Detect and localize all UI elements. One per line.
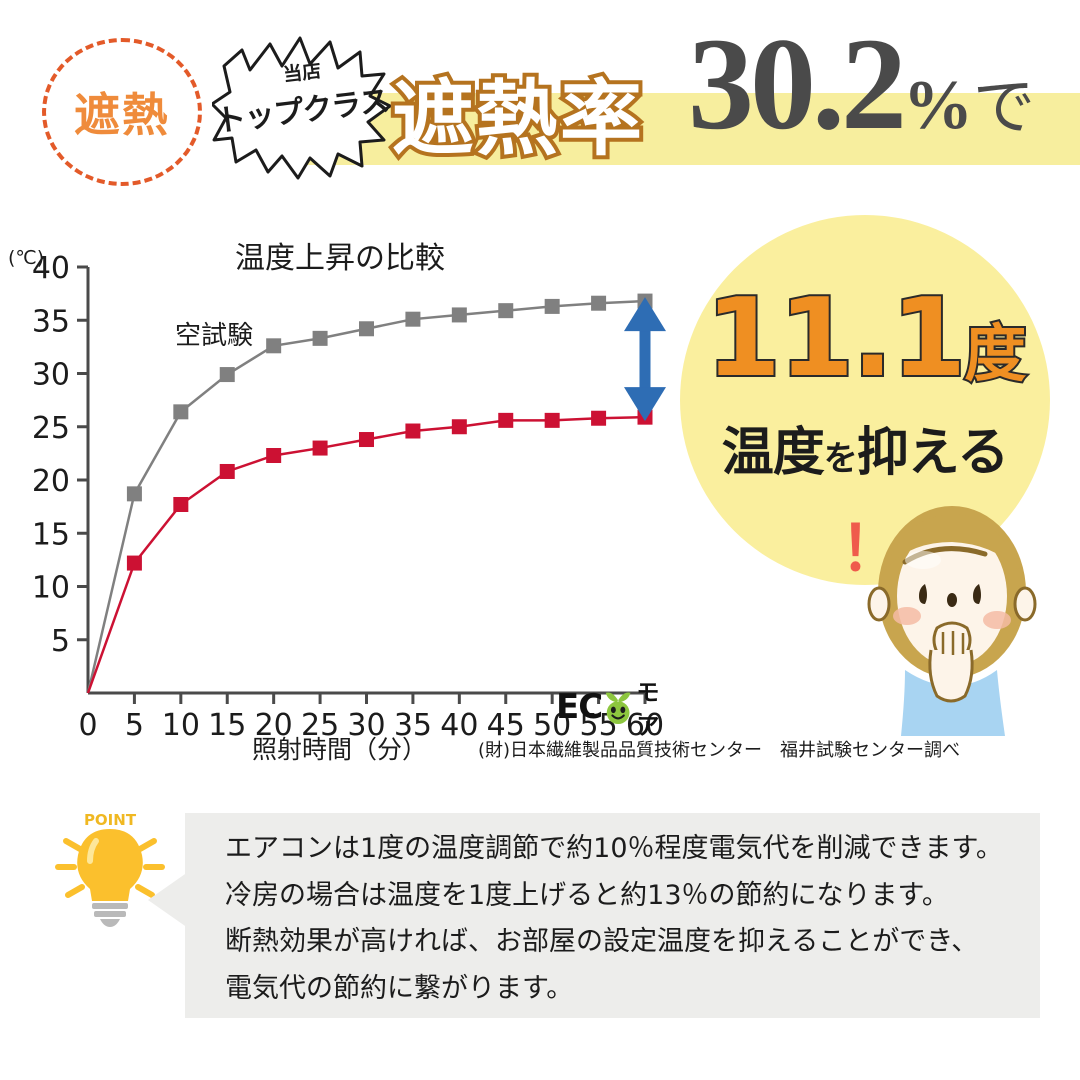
- chart-data-point: [498, 412, 514, 428]
- eco-logo-text: EC: [556, 687, 603, 727]
- chart-title: 温度上昇の比較: [235, 241, 445, 276]
- chart-data-point: [173, 496, 189, 512]
- y-tick-label: 30: [32, 358, 70, 393]
- chart-data-point: [359, 432, 374, 448]
- chart-data-point: [544, 298, 560, 314]
- chart-data-point: [126, 486, 142, 502]
- callout-sub-particle: を: [823, 439, 858, 479]
- y-tick-label: 35: [32, 304, 70, 339]
- series-label-blank-test: 空試験: [175, 321, 254, 351]
- lightbulb-point-icon: POINT: [55, 811, 165, 927]
- starburst-icon: [212, 36, 392, 180]
- x-tick-label: 45: [487, 708, 525, 743]
- point-text: エアコンは1度の温度調節で約10％程度電気代を削減できます。 冷房の場合は温度を…: [225, 826, 1035, 1013]
- point-box: [185, 813, 1040, 1018]
- heat-shield-badge-label: 遮熱: [74, 88, 170, 142]
- percent-readout: 30.2%で: [688, 18, 1035, 150]
- chart-data-point: [591, 295, 607, 311]
- chart-series-line: [86, 415, 646, 694]
- callout-sub-suffix: 抑える: [856, 423, 1009, 483]
- chart-data-point: [126, 555, 142, 571]
- x-tick-label: 50: [533, 708, 571, 743]
- x-tick-label: 10: [162, 708, 200, 743]
- difference-arrow: [624, 297, 666, 422]
- callout-sub-prefix: 温度: [721, 423, 825, 483]
- sprout-character-icon: [605, 692, 631, 725]
- top-class-burst-badge: 当店 トップクラス: [212, 30, 392, 180]
- y-tick-label: 25: [32, 411, 70, 446]
- callout-unit: 度: [962, 317, 1028, 390]
- y-axis-unit-label: (℃): [8, 247, 45, 269]
- point-line: エアコンは1度の温度調節で約10％程度電気代を削減できます。: [225, 833, 1003, 864]
- chart-data-point: [359, 321, 374, 337]
- chart-data-point: [312, 330, 328, 346]
- x-tick-label: 60: [626, 708, 664, 743]
- x-tick-label: 30: [347, 708, 385, 743]
- temperature-chart: (℃) 温度上昇の比較 空試験 5 10 15 20 25 30 35 40 0 5 10 15 20 2…: [0, 225, 960, 765]
- chart-data-point: [591, 410, 607, 426]
- chart-data-point: [451, 307, 467, 323]
- x-tick-label: 25: [301, 708, 339, 743]
- x-tick-label: 0: [78, 708, 97, 743]
- callout-subtitle: 温度を抑える: [690, 410, 1040, 485]
- chart-data-point: [266, 338, 282, 354]
- chart-data-point: [544, 412, 560, 428]
- chart-data-point: [266, 448, 282, 464]
- eco-moa-logo: EC モア: [556, 673, 680, 741]
- point-box-tail: [148, 872, 188, 928]
- y-tick-label: 10: [32, 571, 70, 606]
- chart-data-point: [312, 440, 328, 456]
- x-tick-label: 15: [208, 708, 246, 743]
- x-tick-label: 40: [440, 708, 478, 743]
- point-line: 断熱効果が高ければ、お部屋の設定温度を抑えることができ、: [225, 926, 979, 958]
- point-line: 電気代の節約に繋がります。: [225, 973, 574, 1005]
- x-tick-label: 5: [125, 708, 144, 743]
- point-badge-label: POINT: [84, 811, 137, 829]
- eco-logo-kana: モア: [636, 680, 660, 740]
- callout-degree-value: 11.1度: [690, 283, 1040, 395]
- percent-suffix: で: [973, 70, 1035, 143]
- x-tick-label: 20: [255, 708, 293, 743]
- header-highlight-band: [292, 93, 1080, 165]
- point-line: 冷房の場合は温度を1度上げると約13％の節約になります。: [225, 879, 949, 911]
- y-tick-label: 40: [32, 251, 70, 286]
- y-tick-label: 20: [32, 464, 70, 499]
- chart-data-point: [451, 419, 467, 435]
- chart-data-point: [405, 311, 421, 327]
- y-tick-label: 5: [51, 624, 70, 659]
- chart-data-point: [498, 303, 514, 319]
- callout-number: 11.1: [704, 276, 968, 401]
- x-tick-label: 35: [394, 708, 432, 743]
- chart-data-point: [173, 404, 189, 420]
- surprised-woman-icon: [867, 506, 1037, 736]
- percent-symbol: %: [903, 67, 973, 144]
- x-axis-title: 照射時間（分）: [252, 735, 428, 764]
- chart-data-point: [219, 463, 235, 479]
- chart-data-point: [405, 423, 421, 439]
- chart-source-citation: (財)日本繊維製品品質技術センター 福井試験センター調べ: [478, 740, 961, 761]
- heat-shield-badge: 遮熱: [42, 38, 202, 186]
- percent-number: 30.2: [688, 10, 907, 157]
- headline-shanetsu-rate: 遮熱率: [388, 68, 646, 171]
- y-tick-label: 15: [32, 517, 70, 552]
- chart-data-point: [219, 367, 235, 383]
- chart-series-line: [86, 299, 646, 694]
